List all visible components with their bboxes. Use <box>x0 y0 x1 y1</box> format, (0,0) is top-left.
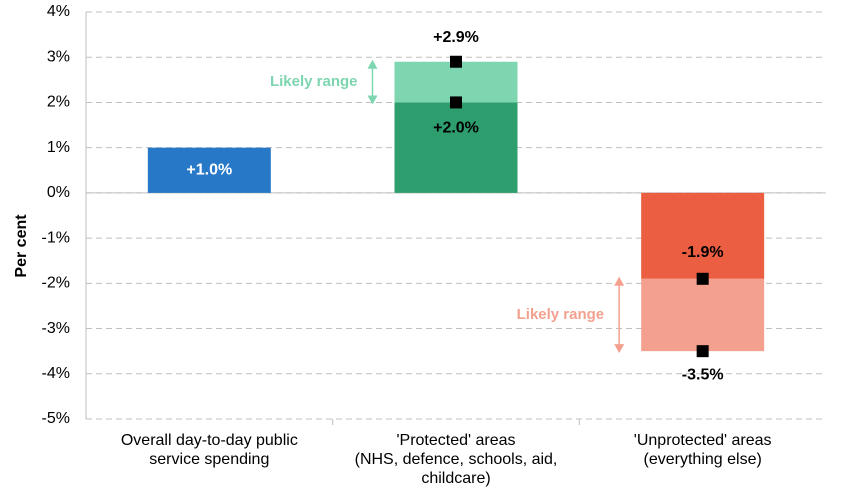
central-marker <box>696 272 709 285</box>
y-tick-label: 2% <box>47 94 70 111</box>
arrow-head <box>614 344 625 354</box>
range-note: Likely range <box>270 73 358 90</box>
bar <box>394 102 518 193</box>
value-label: +1.0% <box>186 161 232 178</box>
y-tick-label: -3% <box>42 320 70 337</box>
value-label: -1.9% <box>682 244 724 261</box>
range-marker <box>450 55 462 68</box>
y-tick-label: -1% <box>42 229 70 246</box>
y-axis-title: Per cent <box>13 214 30 278</box>
range-marker <box>696 345 709 358</box>
y-tick-label: -2% <box>42 275 70 292</box>
bar <box>641 192 765 279</box>
range-bar <box>394 61 518 103</box>
range-bar <box>641 278 765 352</box>
arrow-head <box>367 95 378 105</box>
range-end-label: -3.5% <box>682 366 724 383</box>
y-tick-label: -4% <box>42 365 70 382</box>
bar <box>147 147 271 193</box>
range-note: Likely range <box>517 306 605 323</box>
y-tick-label: 4% <box>47 3 70 20</box>
y-tick-label: -5% <box>42 410 70 427</box>
x-tick-label: 'Protected' areas (NHS, defence, schools… <box>354 432 558 487</box>
range-end-label: +2.9% <box>433 29 479 46</box>
arrow-head <box>614 276 625 286</box>
value-label: +2.0% <box>433 120 479 137</box>
y-tick-label: 3% <box>47 48 70 65</box>
y-tick-label: 1% <box>47 139 70 156</box>
arrow-head <box>367 59 378 69</box>
x-tick-label: 'Unprotected' areas (everything else) <box>633 432 772 468</box>
x-tick-label: Overall day-to-day public service spendi… <box>120 432 298 468</box>
central-marker <box>450 96 462 109</box>
y-tick-label: 0% <box>47 184 70 201</box>
